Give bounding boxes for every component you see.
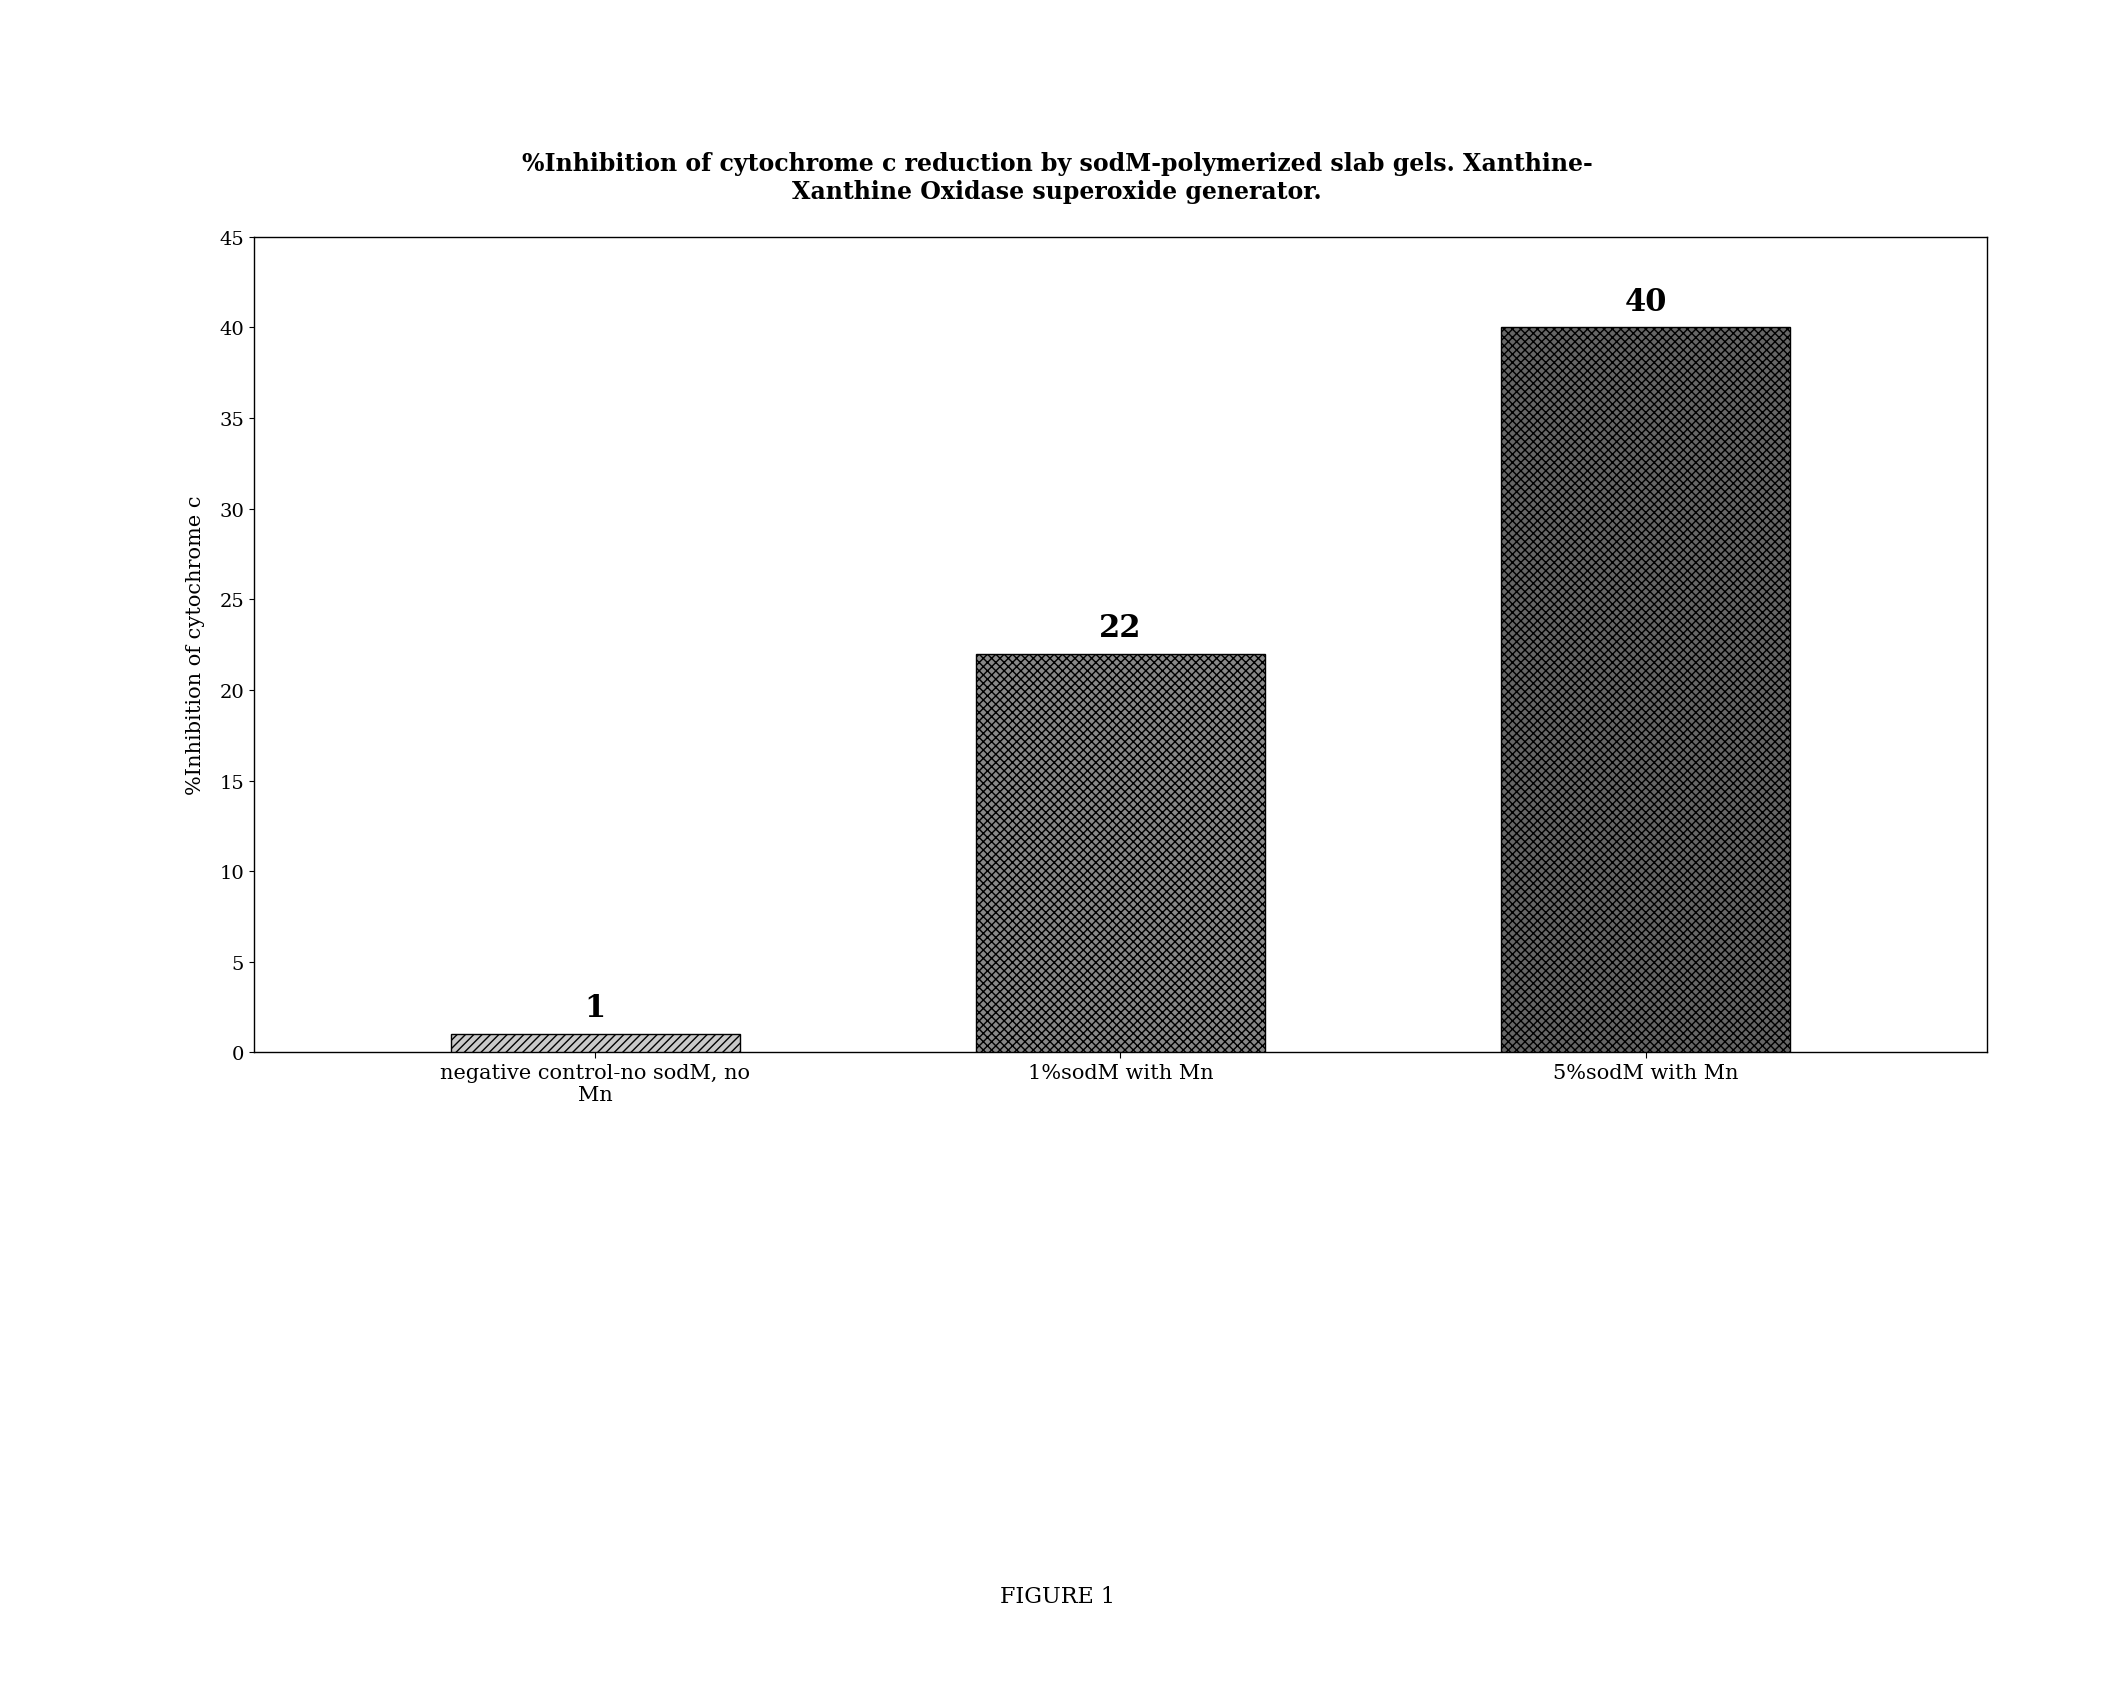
Text: 40: 40 (1624, 287, 1668, 318)
Bar (1501, 328, 1791, 1053)
Text: FIGURE 1: FIGURE 1 (1000, 1586, 1114, 1606)
Text: %Inhibition of cytochrome c reduction by sodM-polymerized slab gels. Xanthine-
X: %Inhibition of cytochrome c reduction by… (522, 153, 1592, 204)
Y-axis label: %Inhibition of cytochrome c: %Inhibition of cytochrome c (186, 496, 205, 795)
Text: 1: 1 (586, 993, 607, 1024)
Bar (977, 654, 1264, 1053)
Bar (450, 1034, 740, 1053)
Text: 22: 22 (1099, 613, 1142, 644)
